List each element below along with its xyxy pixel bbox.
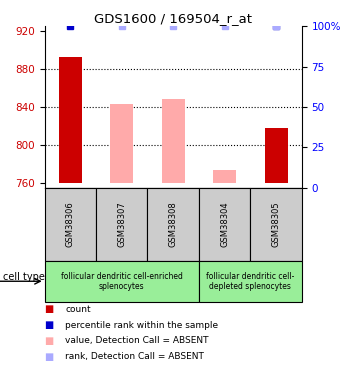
Text: ■: ■ [45,304,54,314]
Text: GSM38307: GSM38307 [117,201,126,247]
Text: ■: ■ [45,336,54,346]
Bar [213,170,236,183]
Text: GSM38306: GSM38306 [66,201,75,247]
Bar [45,261,199,302]
Text: follicular dendritic cell-enriched
splenocytes: follicular dendritic cell-enriched splen… [61,272,183,291]
Bar [264,128,288,183]
Bar [250,188,302,261]
Bar [96,188,147,261]
Title: GDS1600 / 169504_r_at: GDS1600 / 169504_r_at [94,12,252,25]
Bar [147,188,199,261]
Text: follicular dendritic cell-
depleted splenocytes: follicular dendritic cell- depleted sple… [206,272,295,291]
Text: GSM38304: GSM38304 [220,201,229,247]
Bar [59,57,82,183]
Text: GSM38308: GSM38308 [169,201,178,247]
Bar [45,188,96,261]
Text: GSM38305: GSM38305 [272,201,281,247]
Text: ■: ■ [45,320,54,330]
Text: cell type: cell type [3,273,45,282]
Text: count: count [65,305,91,314]
Bar [110,104,133,183]
Text: value, Detection Call = ABSENT: value, Detection Call = ABSENT [65,336,209,345]
Text: rank, Detection Call = ABSENT: rank, Detection Call = ABSENT [65,352,204,361]
Bar [162,99,185,183]
Bar [199,188,250,261]
Bar [199,261,302,302]
Text: ■: ■ [45,352,54,362]
Text: percentile rank within the sample: percentile rank within the sample [65,321,218,330]
